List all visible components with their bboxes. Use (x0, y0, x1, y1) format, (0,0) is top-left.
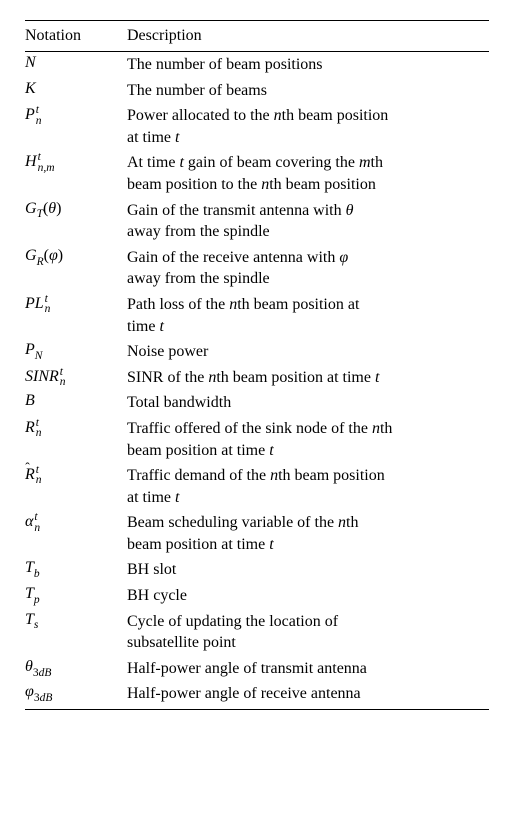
table-row: TbBH slot (25, 557, 489, 583)
notation-cell: αtn (25, 512, 127, 533)
notation-cell: PN (25, 341, 127, 361)
table-body: NThe number of beam positionsKThe number… (25, 52, 489, 710)
description-line: away from the spindle (127, 221, 489, 243)
table-row: PtnPower allocated to the nth beam posit… (25, 103, 489, 150)
description-line: Gain of the transmit antenna with θ (127, 200, 489, 222)
description-line: Traffic demand of the nth beam position (127, 465, 489, 487)
description-line: At time t gain of beam covering the mth (127, 152, 489, 174)
description-line: Half-power angle of transmit antenna (127, 658, 489, 680)
description-line: Beam scheduling variable of the nth (127, 512, 489, 534)
notation-cell: Tb (25, 559, 127, 579)
description-cell: The number of beam positions (127, 54, 489, 76)
description-cell: BH slot (127, 559, 489, 581)
description-line: away from the spindle (127, 268, 489, 290)
table-row: GT(θ)Gain of the transmit antenna with θ… (25, 198, 489, 245)
notation-cell: GT(θ) (25, 200, 127, 220)
table-row: PLtnPath loss of the nth beam position a… (25, 292, 489, 339)
description-cell: Path loss of the nth beam position attim… (127, 294, 489, 337)
notation-cell: Rtn (25, 418, 127, 439)
description-line: Total bandwidth (127, 392, 489, 414)
table-row: NThe number of beam positions (25, 52, 489, 78)
description-cell: Cycle of updating the location ofsubsate… (127, 611, 489, 654)
description-line: BH slot (127, 559, 489, 581)
description-cell: SINR of the nth beam position at time t (127, 367, 489, 389)
table-row: RtnTraffic offered of the sink node of t… (25, 416, 489, 463)
description-cell: Half-power angle of transmit antenna (127, 658, 489, 680)
notation-cell: B (25, 392, 127, 410)
header-description: Description (127, 27, 489, 45)
table-row: Htn,mAt time t gain of beam covering the… (25, 150, 489, 197)
table-row: PNNoise power (25, 339, 489, 365)
description-cell: Noise power (127, 341, 489, 363)
description-line: Noise power (127, 341, 489, 363)
description-cell: Traffic demand of the nth beam positiona… (127, 465, 489, 508)
notation-cell: GR(φ) (25, 247, 127, 267)
description-line: Gain of the receive antenna with φ (127, 247, 489, 269)
description-cell: Half-power angle of receive antenna (127, 683, 489, 705)
description-cell: Gain of the receive antenna with φaway f… (127, 247, 489, 290)
table-row: KThe number of beams (25, 78, 489, 104)
table-header-row: Notation Description (25, 20, 489, 52)
description-line: subsatellite point (127, 632, 489, 654)
notation-cell: Ptn (25, 105, 127, 126)
description-cell: Power allocated to the nth beam position… (127, 105, 489, 148)
table-row: TsCycle of updating the location ofsubsa… (25, 609, 489, 656)
description-line: The number of beams (127, 80, 489, 102)
notation-cell: K (25, 80, 127, 98)
notation-cell: SINRtn (25, 367, 127, 388)
notation-cell: θ3dB (25, 658, 127, 678)
description-cell: Traffic offered of the sink node of the … (127, 418, 489, 461)
description-line: Cycle of updating the location of (127, 611, 489, 633)
description-line: at time t (127, 127, 489, 149)
table-row: ˆRtnTraffic demand of the nth beam posit… (25, 463, 489, 510)
description-line: time t (127, 316, 489, 338)
description-cell: At time t gain of beam covering the mthb… (127, 152, 489, 195)
notation-cell: ˆRtn (25, 465, 127, 486)
description-line: beam position at time t (127, 534, 489, 556)
notation-cell: φ3dB (25, 683, 127, 703)
description-line: at time t (127, 487, 489, 509)
table-row: αtnBeam scheduling variable of the nthbe… (25, 510, 489, 557)
table-row: BTotal bandwidth (25, 390, 489, 416)
table-row: GR(φ)Gain of the receive antenna with φa… (25, 245, 489, 292)
description-line: Path loss of the nth beam position at (127, 294, 489, 316)
description-cell: BH cycle (127, 585, 489, 607)
description-line: beam position to the nth beam position (127, 174, 489, 196)
description-line: Traffic offered of the sink node of the … (127, 418, 489, 440)
notation-cell: PLtn (25, 294, 127, 315)
table-row: θ3dBHalf-power angle of transmit antenna (25, 656, 489, 682)
table-row: TpBH cycle (25, 583, 489, 609)
table-row: φ3dBHalf-power angle of receive antenna (25, 681, 489, 710)
description-line: beam position at time t (127, 440, 489, 462)
description-line: The number of beam positions (127, 54, 489, 76)
description-line: BH cycle (127, 585, 489, 607)
description-cell: Total bandwidth (127, 392, 489, 414)
notation-cell: Ts (25, 611, 127, 631)
notation-cell: Tp (25, 585, 127, 605)
description-line: SINR of the nth beam position at time t (127, 367, 489, 389)
notation-cell: N (25, 54, 127, 72)
description-cell: Gain of the transmit antenna with θaway … (127, 200, 489, 243)
description-line: Half-power angle of receive antenna (127, 683, 489, 705)
description-cell: The number of beams (127, 80, 489, 102)
notation-table: Notation Description NThe number of beam… (25, 20, 489, 710)
notation-cell: Htn,m (25, 152, 127, 173)
description-line: Power allocated to the nth beam position (127, 105, 489, 127)
table-row: SINRtnSINR of the nth beam position at t… (25, 365, 489, 391)
description-cell: Beam scheduling variable of the nthbeam … (127, 512, 489, 555)
header-notation: Notation (25, 27, 127, 45)
